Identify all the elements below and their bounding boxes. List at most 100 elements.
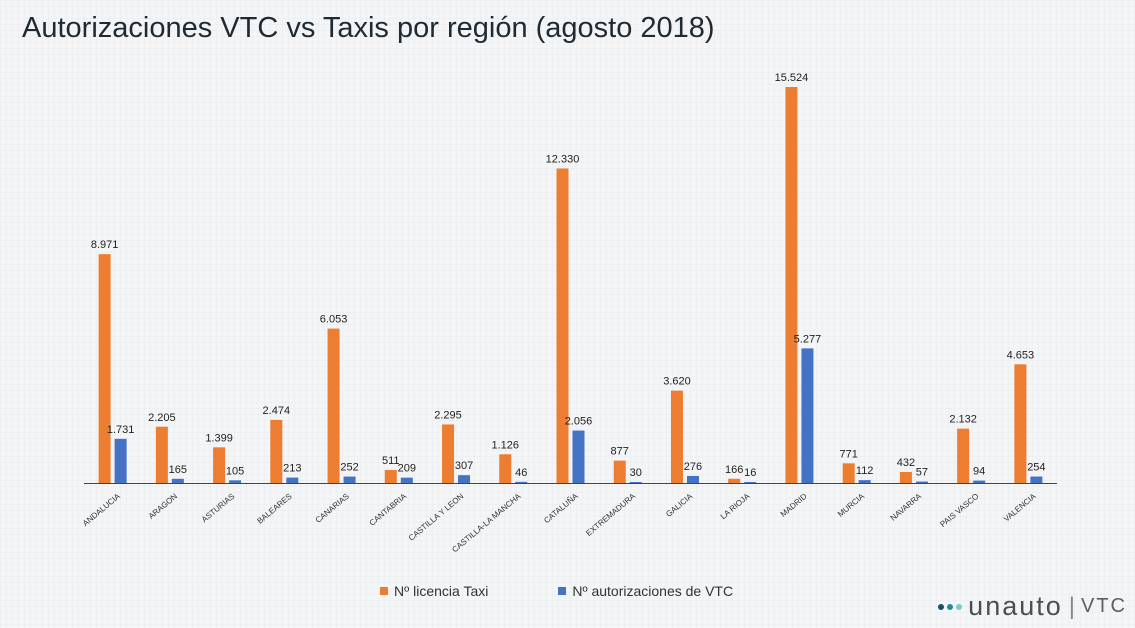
bar-taxi [98, 254, 111, 483]
x-tick-label: ANDALUCIA [81, 491, 122, 528]
value-label-vtc: 213 [283, 463, 301, 475]
value-label-vtc: 105 [226, 465, 244, 477]
value-label-taxi: 3.620 [663, 376, 691, 388]
bar-taxi [442, 424, 455, 483]
value-label-vtc: 46 [515, 467, 527, 479]
bar-taxi [842, 463, 855, 483]
bar-taxi [728, 478, 741, 483]
value-label-taxi: 8.971 [91, 239, 119, 251]
legend-swatch-taxi [380, 587, 388, 595]
x-tick-label: NAVARRA [889, 491, 924, 522]
brand-dot [956, 603, 963, 610]
chart-title: Autorizaciones VTC vs Taxis por región (… [22, 12, 715, 44]
bar-taxi [499, 454, 512, 483]
value-label-taxi: 2.132 [949, 414, 977, 426]
value-label-taxi: 2.474 [263, 405, 291, 417]
bar-vtc [801, 348, 814, 483]
value-label-taxi: 4.653 [1007, 349, 1035, 361]
x-tick-label: BALEARES [255, 492, 293, 526]
value-label-vtc: 276 [684, 461, 702, 473]
brand-name: unauto [968, 591, 1063, 621]
value-label-vtc: 16 [744, 467, 756, 479]
legend-item-vtc[interactable]: Nº autorizaciones de VTC [558, 583, 733, 599]
x-tick-label: CASTILLA Y LEON [407, 492, 466, 543]
bar-vtc [229, 480, 242, 483]
bar-taxi [213, 447, 226, 483]
x-tick-labels-group: ANDALUCIA ARAGON ASTURIAS BALEARES CANARIAS C… [81, 491, 1038, 554]
value-label-vtc: 57 [916, 467, 928, 479]
brand-dot [947, 603, 954, 610]
bar-vtc [744, 482, 757, 483]
x-tick-label: PAIS VASCO [938, 492, 980, 529]
bar-vtc [171, 478, 184, 483]
bar-taxi [384, 469, 397, 483]
value-label-taxi: 2.205 [148, 412, 176, 424]
x-tick-label: MADRID [779, 491, 809, 518]
x-tick-label: CATALUÑA [542, 491, 580, 525]
bar-taxi [785, 87, 798, 483]
value-labels-group: 8.971 1.731 2.205 165 1.399 105 2.474 213 6.053 2… [91, 72, 1046, 479]
value-label-vtc: 5.277 [794, 333, 822, 345]
value-label-taxi: 12.330 [546, 153, 580, 165]
bar-taxi [899, 471, 912, 483]
value-label-taxi: 511 [382, 455, 400, 467]
x-tick-label: ASTURIAS [200, 492, 236, 525]
value-label-taxi: 6.053 [320, 314, 348, 326]
value-label-vtc: 252 [340, 462, 358, 474]
bar-taxi [613, 460, 626, 483]
bar-vtc [629, 482, 642, 483]
value-label-vtc: 2.056 [565, 416, 593, 428]
x-tick-label: GALICIA [664, 491, 694, 519]
value-label-vtc: 254 [1027, 462, 1045, 474]
value-label-vtc: 209 [398, 463, 416, 475]
bar-taxi [1014, 364, 1027, 483]
value-label-taxi: 1.399 [205, 432, 233, 444]
bar-vtc [114, 438, 127, 483]
x-tick-label: LA RIOJA [719, 491, 752, 521]
bar-taxi [270, 419, 283, 483]
value-label-taxi: 1.126 [491, 439, 519, 451]
bar-taxi [155, 426, 168, 483]
value-label-taxi: 166 [725, 464, 743, 476]
value-label-taxi: 2.295 [434, 409, 462, 421]
value-label-taxi: 771 [839, 448, 857, 460]
brand-dots-icon [938, 603, 963, 610]
legend-label-taxi: Nº licencia Taxi [394, 583, 489, 599]
bar-taxi [327, 328, 340, 483]
brand-logo: unauto | VTC [938, 591, 1127, 622]
brand-separator: | [1068, 592, 1075, 620]
bar-taxi [556, 168, 569, 483]
x-tick-label: VALENCIA [1002, 491, 1038, 523]
bar-vtc [286, 477, 299, 483]
value-label-taxi: 877 [611, 446, 629, 458]
value-label-vtc: 30 [630, 467, 642, 479]
value-label-vtc: 1.731 [107, 424, 135, 436]
value-label-vtc: 165 [169, 464, 187, 476]
legend-item-taxi[interactable]: Nº licencia Taxi [380, 583, 488, 599]
bar-vtc [973, 480, 986, 483]
value-label-vtc: 94 [973, 466, 985, 478]
x-tick-label: CANTABRIA [368, 491, 409, 527]
legend-swatch-vtc [558, 587, 567, 595]
value-label-vtc: 112 [856, 465, 874, 477]
value-label-vtc: 307 [455, 460, 473, 472]
brand-dot [938, 603, 945, 610]
bar-vtc [686, 475, 699, 483]
legend: Nº licencia Taxi Nº autorizaciones de VT… [380, 583, 733, 599]
bar-vtc [458, 475, 471, 483]
x-tick-label: EXTREMADURA [584, 491, 637, 538]
x-tick-label: MURCIA [836, 491, 866, 519]
legend-label-vtc: Nº autorizaciones de VTC [572, 583, 734, 599]
bar-taxi [957, 428, 970, 483]
value-label-taxi: 432 [897, 457, 915, 469]
bar-vtc [343, 476, 356, 483]
bar-vtc [400, 477, 413, 483]
brand-sub: VTC [1081, 595, 1127, 617]
x-tick-label: CANARIAS [314, 492, 351, 525]
value-label-taxi: 15.524 [775, 72, 809, 84]
x-tick-label: ARAGON [147, 491, 180, 520]
bar-taxi [670, 390, 683, 483]
bar-vtc [572, 430, 585, 483]
bar-vtc [1030, 476, 1043, 483]
